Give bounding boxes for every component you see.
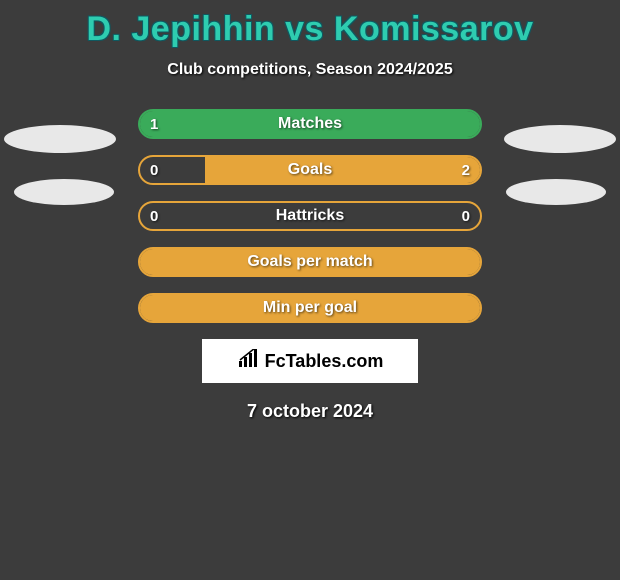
stat-bar-value-left: 1 xyxy=(140,111,168,137)
stat-bar-label: Hattricks xyxy=(140,203,480,229)
stat-bar: Matches1 xyxy=(138,109,482,139)
player-right-avatar-placeholder xyxy=(504,125,616,153)
comparison-panel: Matches1Goals02Hattricks00Goals per matc… xyxy=(0,109,620,422)
player-left-avatar-placeholder xyxy=(4,125,116,153)
stat-bar-value-right: 0 xyxy=(452,203,480,229)
player-right-shadow-placeholder xyxy=(506,179,606,205)
subtitle: Club competitions, Season 2024/2025 xyxy=(0,61,620,79)
stat-bar-label: Goals xyxy=(140,157,480,183)
player-left-shadow-placeholder xyxy=(14,179,114,205)
stat-bar: Min per goal xyxy=(138,293,482,323)
stat-bar: Goals per match xyxy=(138,247,482,277)
stat-bar-label: Matches xyxy=(140,111,480,137)
stat-bar-value-right: 2 xyxy=(452,157,480,183)
logo-box: FcTables.com xyxy=(202,339,418,383)
date-label: 7 october 2024 xyxy=(0,401,620,422)
stat-bar: Hattricks0 0 xyxy=(138,201,482,231)
stat-bar-label: Min per goal xyxy=(140,295,480,321)
stat-bars: Matches1Goals02Hattricks00Goals per matc… xyxy=(138,109,482,323)
stat-bar: Goals0 2 xyxy=(138,155,482,185)
chart-icon xyxy=(237,349,261,374)
stat-bar-value-left: 0 xyxy=(140,157,168,183)
stat-bar-value-left: 0 xyxy=(140,203,168,229)
stat-bar-label: Goals per match xyxy=(140,249,480,275)
page-title: D. Jepihhin vs Komissarov xyxy=(0,0,620,49)
logo-text: FcTables.com xyxy=(265,351,384,372)
